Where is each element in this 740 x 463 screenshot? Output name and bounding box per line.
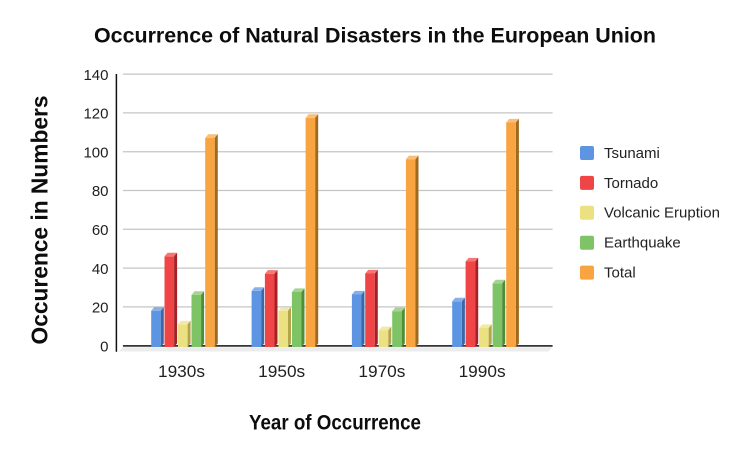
svg-text:20: 20 xyxy=(92,300,109,317)
svg-text:Occurence in Numbers: Occurence in Numbers xyxy=(27,96,53,345)
svg-text:Tsunami: Tsunami xyxy=(604,145,660,162)
svg-text:100: 100 xyxy=(83,144,108,161)
svg-text:140: 140 xyxy=(83,67,108,84)
svg-text:Earthquake: Earthquake xyxy=(604,235,681,252)
svg-text:Tornado: Tornado xyxy=(604,175,658,192)
svg-text:0: 0 xyxy=(100,339,108,356)
svg-text:1970s: 1970s xyxy=(358,363,405,381)
svg-text:80: 80 xyxy=(92,183,109,200)
svg-text:1990s: 1990s xyxy=(459,363,506,381)
svg-text:120: 120 xyxy=(83,106,108,123)
svg-text:60: 60 xyxy=(92,222,109,239)
svg-text:Volcanic Eruption: Volcanic Eruption xyxy=(604,205,720,222)
svg-text:1930s: 1930s xyxy=(158,363,205,381)
svg-text:Year of Occurrence: Year of Occurrence xyxy=(249,411,421,434)
svg-text:Occurrence of Natural Disaster: Occurrence of Natural Disasters in the E… xyxy=(94,25,656,48)
svg-text:40: 40 xyxy=(92,261,109,278)
svg-text:1950s: 1950s xyxy=(258,363,305,381)
svg-text:Total: Total xyxy=(604,265,636,282)
